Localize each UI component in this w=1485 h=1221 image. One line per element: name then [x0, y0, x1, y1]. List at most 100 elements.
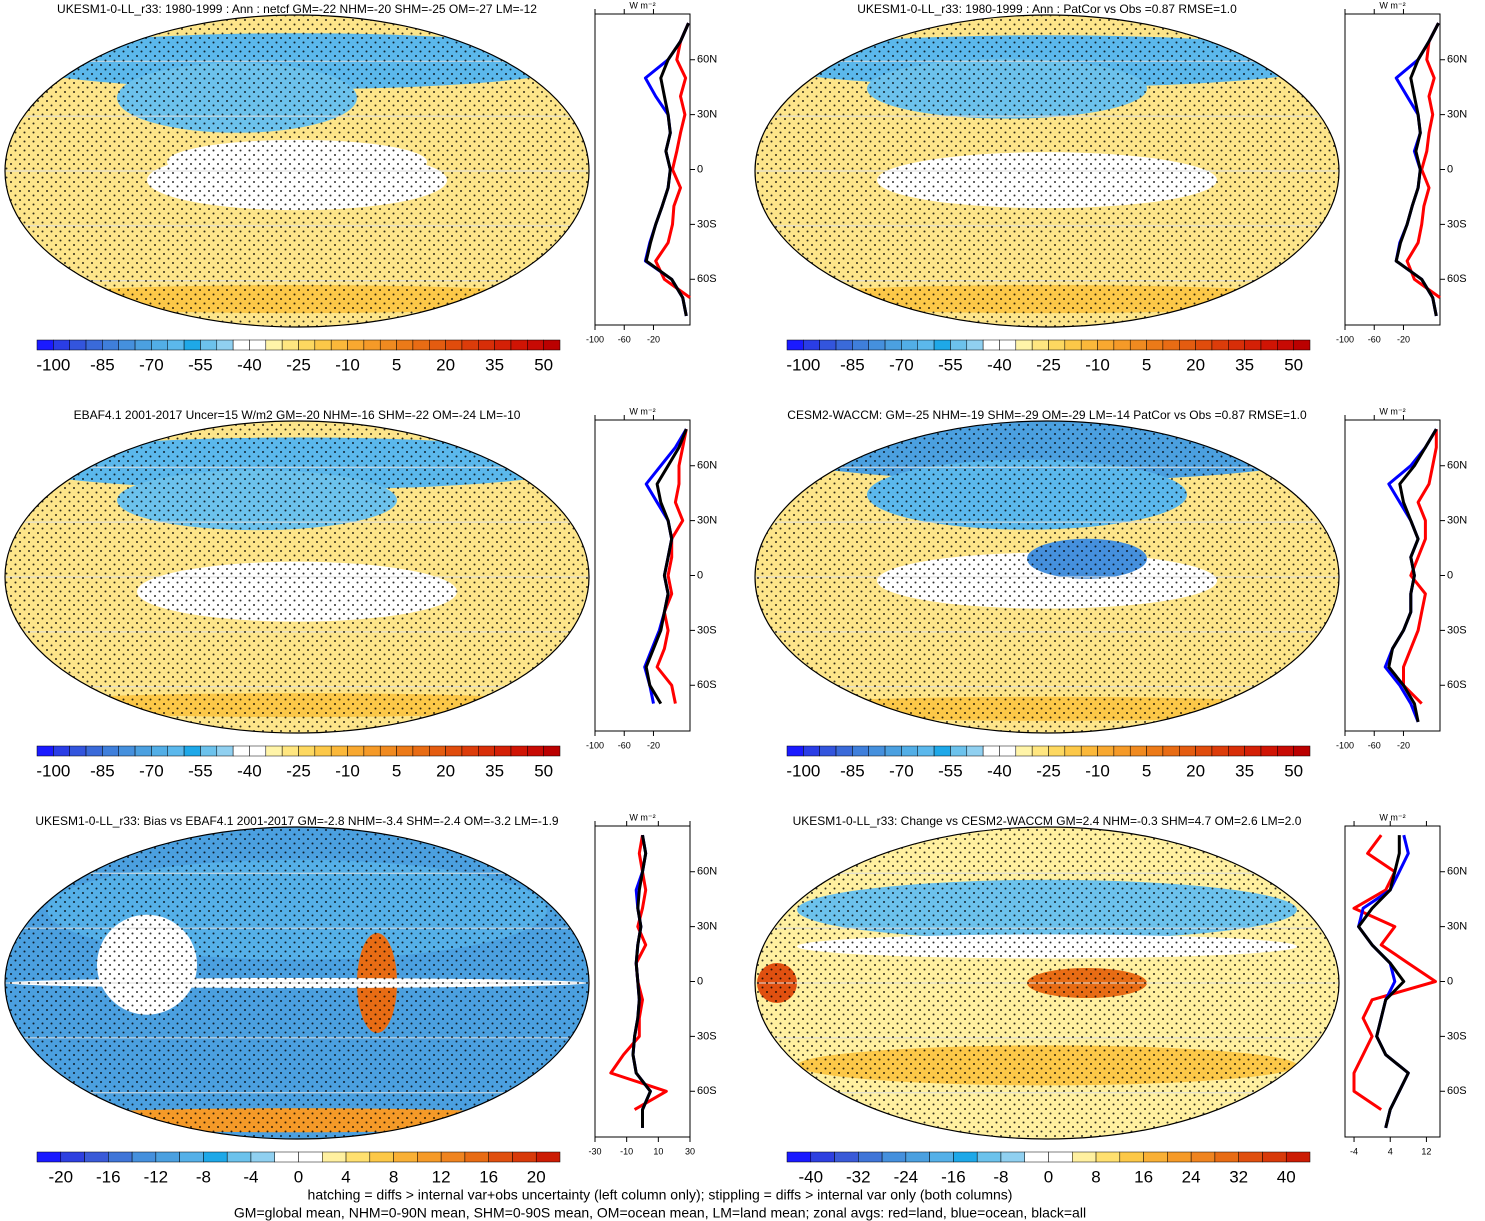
colorbar-box	[131, 1151, 157, 1163]
colorbar-box	[1129, 745, 1147, 757]
x-tick-label: -20	[1397, 740, 1410, 750]
lat-tick-label: 60N	[697, 866, 717, 878]
colorbar-label: 50	[534, 761, 553, 780]
colorbar-label: 35	[1235, 761, 1254, 780]
lat-tick-label: 60N	[697, 460, 717, 472]
colorbar-label: 32	[1229, 1167, 1248, 1186]
colorbar-box	[69, 745, 87, 757]
colorbar-box	[108, 1151, 133, 1163]
colorbar-label: 4	[341, 1167, 350, 1186]
colorbar-box	[1129, 339, 1147, 351]
colorbar-label: -85	[840, 355, 865, 374]
colorbar-label: -70	[139, 761, 164, 780]
x-tick-label: 30	[685, 1146, 695, 1156]
colorbar-label: 12	[432, 1167, 451, 1186]
colorbar-label: 0	[294, 1167, 303, 1186]
colorbar-label: -40	[798, 1167, 823, 1186]
colorbar-label: -20	[48, 1167, 73, 1186]
colorbar-box	[69, 339, 87, 351]
x-tick-label: -4	[1350, 1146, 1358, 1156]
zonal-unit: W m⁻²	[629, 0, 655, 10]
colorbar-box	[884, 745, 902, 757]
colorbar-box	[363, 339, 381, 351]
colorbar-box	[363, 745, 381, 757]
colorbar-box	[1277, 745, 1294, 757]
lat-tick-label: 60S	[697, 679, 717, 691]
colorbar-box	[819, 339, 837, 351]
colorbar-box	[1048, 339, 1066, 351]
colorbar-box	[250, 1151, 275, 1163]
colorbar-box	[396, 745, 414, 757]
map	[5, 421, 589, 733]
zonal-line	[1352, 834, 1437, 1111]
lat-tick-label: 60S	[1447, 273, 1467, 285]
colorbar-box	[1048, 745, 1066, 757]
colorbar-box	[1179, 339, 1196, 351]
colorbar-label: -8	[196, 1167, 211, 1186]
map	[755, 15, 1339, 327]
colorbar-box	[917, 339, 935, 351]
colorbar-box	[85, 339, 103, 351]
colorbar-box	[1113, 339, 1131, 351]
colorbar-label: -25	[1036, 355, 1061, 374]
colorbar-label: -24	[894, 1167, 919, 1186]
lat-tick-label: 0	[1447, 975, 1453, 987]
colorbar-box	[535, 1151, 561, 1163]
colorbar-box	[203, 1151, 228, 1163]
colorbar-box	[249, 745, 267, 757]
x-tick-label: -20	[1397, 334, 1410, 344]
colorbar-box	[1238, 1151, 1263, 1163]
colorbar-box	[950, 339, 968, 351]
map	[5, 827, 589, 1139]
colorbar-box	[494, 745, 512, 757]
colorbar-label: 0	[1044, 1167, 1053, 1186]
colorbar-box	[314, 745, 332, 757]
map-outline	[4, 826, 590, 1140]
colorbar-label: 50	[1284, 355, 1303, 374]
colorbar-label: -85	[90, 761, 115, 780]
colorbar-box	[527, 745, 544, 757]
colorbar-box	[1285, 1151, 1311, 1163]
colorbar-label: 5	[1142, 355, 1151, 374]
zonal-line	[1394, 22, 1440, 317]
colorbar-box	[901, 745, 918, 757]
map-title: UKESM1-0-LL_r33: Bias vs EBAF4.1 2001-20…	[35, 814, 559, 828]
colorbar-box	[249, 339, 267, 351]
colorbar-box	[179, 1151, 204, 1163]
colorbar-box	[950, 745, 968, 757]
lat-tick-label: 0	[1447, 163, 1453, 175]
colorbar-box	[298, 745, 316, 757]
x-tick-label: -30	[588, 1146, 601, 1156]
colorbar-box	[1228, 339, 1245, 351]
colorbar-box	[953, 1151, 978, 1163]
colorbar-label: 16	[479, 1167, 498, 1186]
x-tick-label: -60	[618, 334, 631, 344]
colorbar-label: 20	[527, 1167, 546, 1186]
map-title: UKESM1-0-LL_r33: 1980-1999 : Ann : PatCo…	[857, 2, 1237, 16]
colorbar-box	[786, 339, 804, 351]
lat-tick-label: 30N	[1447, 921, 1467, 933]
colorbar-label: -10	[335, 355, 360, 374]
colorbar-label: 8	[389, 1167, 398, 1186]
colorbar-box	[330, 745, 348, 757]
colorbar-label: 35	[485, 355, 504, 374]
colorbar-label: -10	[1085, 761, 1110, 780]
lat-tick-label: 30S	[697, 1030, 717, 1042]
colorbar-box	[1293, 745, 1311, 757]
colorbar-label: 20	[1186, 355, 1205, 374]
colorbar-label: -16	[941, 1167, 966, 1186]
colorbar-label: -25	[286, 355, 311, 374]
colorbar-box	[1146, 745, 1164, 757]
colorbar-box	[183, 339, 201, 351]
colorbar-label: 5	[392, 355, 401, 374]
zonal-frame	[1344, 419, 1441, 732]
colorbar-box	[966, 745, 984, 757]
x-tick-label: -100	[1336, 334, 1354, 344]
colorbar-box	[835, 745, 853, 757]
colorbar-box	[216, 339, 234, 351]
colorbar-label: -55	[938, 355, 963, 374]
map-title: CESM2-WACCM: GM=-25 NHM=-19 SHM=-29 OM=-…	[787, 408, 1307, 422]
colorbar-box	[445, 339, 463, 351]
colorbar-box	[322, 1151, 347, 1163]
colorbar-box	[1162, 339, 1180, 351]
